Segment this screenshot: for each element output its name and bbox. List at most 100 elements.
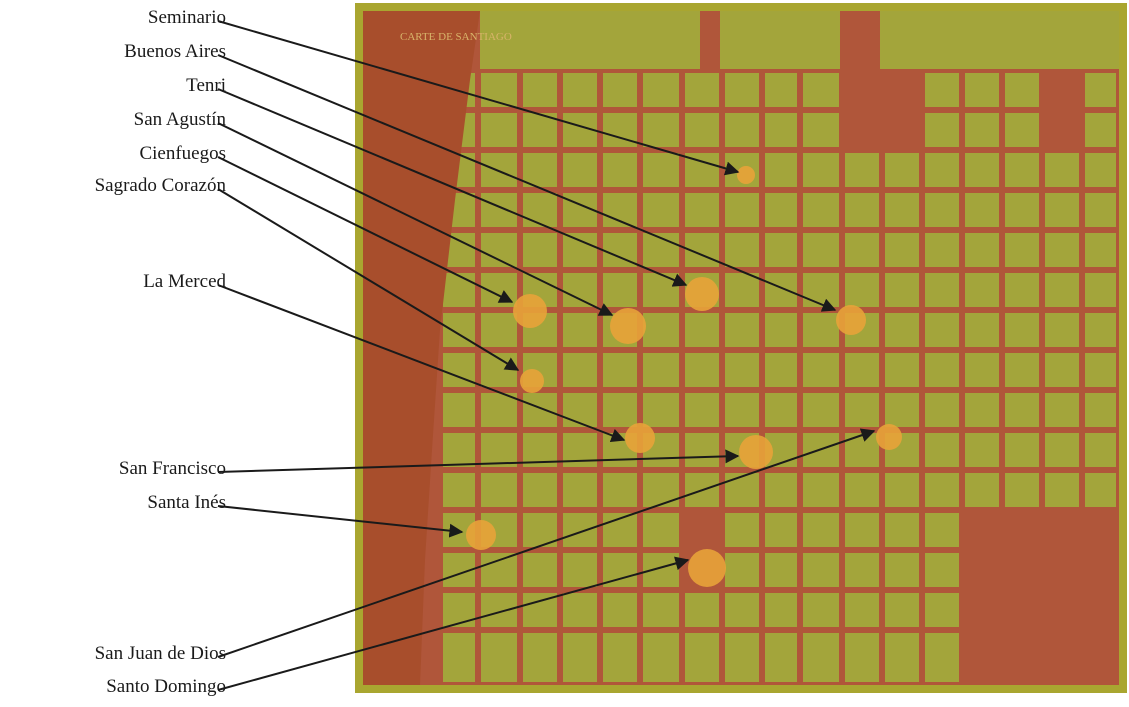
city-block	[643, 193, 679, 227]
city-block	[925, 633, 959, 682]
city-block	[1005, 633, 1039, 682]
city-block	[1045, 593, 1079, 627]
city-block	[925, 473, 959, 507]
city-blocks	[443, 11, 1119, 682]
city-block	[563, 313, 597, 347]
city-block	[563, 473, 597, 507]
church-marker-san-juan-de-dios	[876, 424, 902, 450]
city-block	[925, 553, 959, 587]
city-block	[725, 353, 759, 387]
city-block	[965, 233, 999, 267]
city-block	[965, 433, 999, 467]
city-block	[443, 393, 475, 427]
city-block	[965, 473, 999, 507]
city-block	[885, 473, 919, 507]
city-block	[925, 273, 959, 307]
arrow-cienfuegos	[217, 156, 514, 303]
city-block	[481, 553, 517, 587]
city-block	[885, 153, 919, 187]
arrow-san-juan-de-dios	[217, 428, 876, 658]
city-block	[803, 633, 839, 682]
city-block	[1085, 553, 1116, 587]
city-block	[603, 633, 637, 682]
city-block	[563, 633, 597, 682]
city-block	[925, 193, 959, 227]
city-block	[643, 273, 679, 307]
church-label-santa-ines: Santa Inés	[147, 492, 226, 513]
city-block	[803, 393, 839, 427]
city-block	[885, 553, 919, 587]
city-block	[725, 473, 759, 507]
church-marker-san-agustin	[610, 308, 646, 344]
city-block	[880, 11, 1119, 69]
city-block	[845, 73, 879, 107]
city-block	[885, 393, 919, 427]
city-block	[965, 73, 999, 107]
church-marker-cienfuegos	[513, 294, 547, 328]
city-block	[725, 113, 759, 147]
city-block	[1005, 153, 1039, 187]
church-label-sagrado-corazon: Sagrado Corazón	[94, 175, 226, 196]
city-block	[1085, 393, 1116, 427]
city-block	[845, 473, 879, 507]
city-block	[803, 113, 839, 147]
city-block	[720, 11, 840, 69]
city-block	[1085, 73, 1116, 107]
city-block	[643, 633, 679, 682]
city-block	[1045, 113, 1079, 147]
city-block	[765, 113, 797, 147]
arrow-santa-ines	[217, 505, 464, 538]
city-block	[523, 393, 557, 427]
city-block	[643, 73, 679, 107]
city-block	[845, 233, 879, 267]
city-block	[765, 473, 797, 507]
city-block	[1085, 233, 1116, 267]
city-block	[603, 353, 637, 387]
arrow-sagrado-corazon	[217, 188, 520, 371]
city-block	[725, 233, 759, 267]
city-block	[803, 193, 839, 227]
city-block	[1085, 273, 1116, 307]
city-block	[481, 433, 517, 467]
city-block	[443, 473, 475, 507]
city-block	[643, 593, 679, 627]
city-block	[481, 153, 517, 187]
church-marker-seminario	[737, 166, 755, 184]
city-block	[925, 433, 959, 467]
city-block	[1005, 353, 1039, 387]
church-markers	[466, 166, 902, 587]
city-block	[443, 593, 475, 627]
city-block	[685, 353, 719, 387]
church-label-cienfuegos: Cienfuegos	[139, 143, 226, 164]
city-block	[885, 273, 919, 307]
city-block	[725, 273, 759, 307]
city-block	[845, 633, 879, 682]
city-block	[1085, 433, 1116, 467]
city-block	[685, 73, 719, 107]
city-block	[523, 553, 557, 587]
city-block	[1005, 113, 1039, 147]
city-block	[725, 633, 759, 682]
church-marker-santo-domingo	[688, 549, 726, 587]
city-block	[523, 193, 557, 227]
city-block	[563, 73, 597, 107]
city-block	[1085, 153, 1116, 187]
church-label-la-merced: La Merced	[143, 271, 226, 292]
city-block	[1005, 273, 1039, 307]
city-block	[481, 393, 517, 427]
city-block	[1005, 513, 1039, 547]
city-block	[481, 233, 517, 267]
church-marker-buenos-aires	[836, 305, 866, 335]
city-block	[443, 633, 475, 682]
city-block	[925, 353, 959, 387]
city-block	[1045, 313, 1079, 347]
city-block	[643, 353, 679, 387]
city-block	[885, 113, 919, 147]
arrow-san-agustin	[217, 122, 614, 316]
city-block	[685, 633, 719, 682]
city-block	[803, 593, 839, 627]
city-block	[1085, 473, 1116, 507]
city-block	[443, 273, 475, 307]
city-block	[965, 513, 999, 547]
church-labels: Seminario Buenos Aires Tenri San Agustín Cie…	[0, 0, 226, 707]
